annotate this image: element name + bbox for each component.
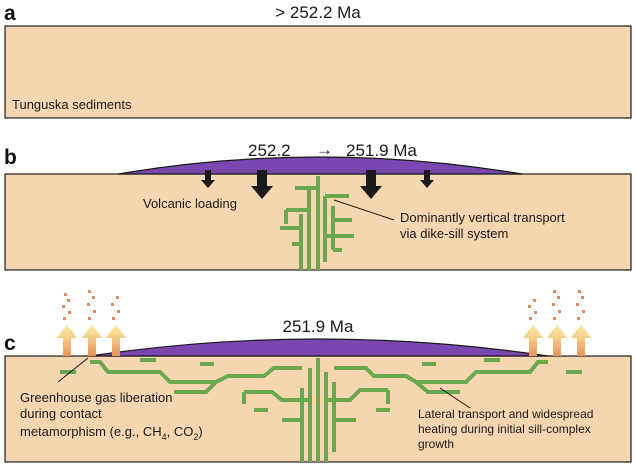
panel-a-letter: a (4, 2, 16, 25)
load-arrow (251, 170, 273, 199)
gas-arrow (57, 324, 77, 356)
lateral-label-line3: growth (418, 437, 454, 451)
gas-label-line2: during contact (20, 406, 102, 421)
panel-b-letter: b (4, 146, 17, 169)
gas-label-line1: Greenhouse gas liberation (20, 390, 173, 405)
sill-complex (60, 358, 582, 462)
gas-bubbles (62, 290, 120, 320)
gas-leader-line (57, 357, 89, 383)
transport-leader-line (333, 199, 395, 221)
panel-a: a > 252.2 Ma Tunguska sediments (4, 2, 632, 119)
dike-sill-system (280, 176, 354, 270)
sediment-block-a (4, 25, 632, 119)
panel-c-age: 251.9 Ma (283, 317, 354, 336)
panel-b-age-start: 252.2 (248, 141, 291, 160)
loading-label: Volcanic loading (143, 196, 237, 211)
gas-arrow (82, 324, 102, 356)
gas-arrow (523, 324, 543, 356)
load-arrow (420, 170, 434, 188)
gas-vents-left (57, 290, 126, 356)
load-arrow (360, 170, 382, 199)
lateral-leader-line (439, 387, 471, 409)
gas-arrow (106, 324, 126, 356)
load-arrow (201, 170, 215, 188)
volcanic-pile-c (89, 338, 549, 357)
gas-bubbles (528, 290, 585, 320)
panel-b-age-end: 251.9 Ma (346, 141, 417, 160)
panel-b-age-arrow: → (316, 140, 333, 159)
gas-arrow (571, 324, 591, 356)
panel-c: c 251.9 Ma (4, 290, 632, 463)
panel-a-age: > 252.2 Ma (275, 3, 361, 22)
lateral-label-line2: heating during initial sill-complex (418, 422, 591, 436)
transport-label-line1: Dominantly vertical transport (400, 210, 565, 225)
transport-label-line2: via dike-sill system (400, 226, 508, 241)
sediment-label: Tunguska sediments (12, 97, 132, 112)
gas-arrow (547, 324, 567, 356)
panel-c-letter: c (4, 332, 16, 355)
gas-vents-right (523, 290, 591, 356)
lateral-label-line1: Lateral transport and widespread (418, 407, 593, 421)
gas-label-line3: metamorphism (e.g., CH4, CO2) (20, 424, 203, 442)
panel-b: b 252.2 → 251.9 Ma Volcanic loading (4, 140, 632, 271)
loading-arrows (201, 170, 434, 199)
volcanic-pile-b (117, 156, 523, 175)
